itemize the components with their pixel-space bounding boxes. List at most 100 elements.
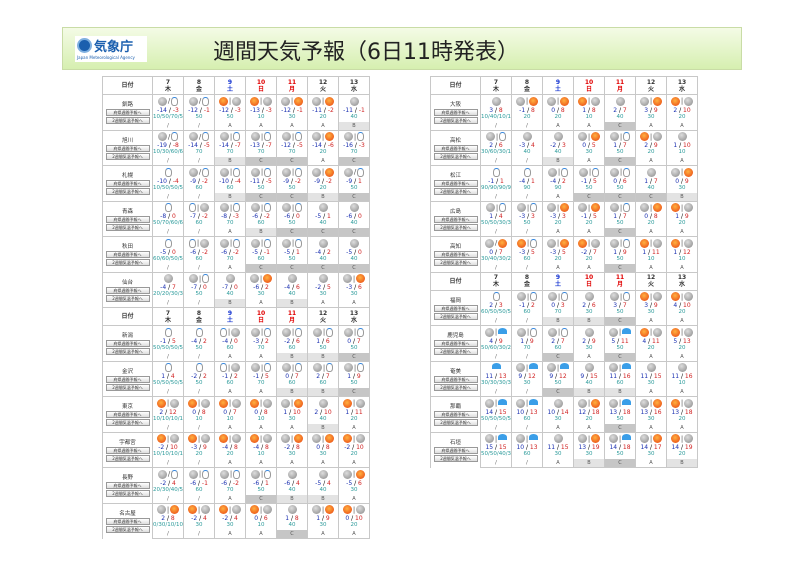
two-week-temp-forecast-button[interactable]: 2週間気温予報へ [433, 348, 478, 356]
min-temp: -2 [191, 373, 198, 381]
two-week-temp-forecast-button[interactable]: 2週間気温予報へ [105, 419, 150, 427]
two-week-temp-forecast-button[interactable]: 2週間気温予報へ [105, 152, 150, 160]
pref-weekly-forecast-button[interactable]: 府県週間予報へ [433, 340, 478, 348]
city-cell: 東京 府県週間予報へ 2週間気温予報へ [102, 396, 153, 432]
two-week-temp-forecast-button[interactable]: 2週間気温予報へ [105, 117, 150, 125]
two-week-temp-forecast-button[interactable]: 2週間気温予報へ [433, 223, 478, 231]
two-week-temp-forecast-button[interactable]: 2週間気温予報へ [433, 419, 478, 427]
forecast-cell: | 1 / 9 50 [338, 360, 370, 388]
snow-icon [295, 363, 303, 373]
weather-icons: | [247, 167, 276, 178]
temperature: -13 / -7 [250, 142, 272, 150]
precipitation-probability: 20 [647, 149, 655, 156]
pref-weekly-forecast-button[interactable]: 府県週間予報へ [105, 144, 150, 152]
two-week-temp-forecast-button[interactable]: 2週間気温予報へ [105, 526, 150, 533]
jma-logo[interactable]: 気象庁 Japan Meteorological Agency [75, 36, 147, 62]
reliability-grade: / [511, 192, 543, 202]
forecast-cell: | -13 / -7 70 [245, 129, 277, 157]
two-week-temp-forecast-button[interactable]: 2週間気温予報へ [433, 383, 478, 391]
reliability-grade: / [183, 423, 215, 433]
city-cell: 宇都宮 府県週間予報へ 2週間気温予報へ [102, 431, 153, 468]
temperature: 2 / 8 [161, 515, 175, 523]
two-week-temp-forecast-button[interactable]: 2週間気温予報へ [105, 454, 150, 462]
reliability-grade: B [276, 388, 308, 397]
pref-weekly-forecast-button[interactable]: 府県週間予報へ [433, 109, 478, 117]
snow-icon [164, 203, 172, 213]
reliability-grade: A [573, 121, 605, 131]
pref-weekly-forecast-button[interactable]: 府県週間予報へ [433, 251, 478, 259]
temperature: 1 / 11 [642, 248, 660, 256]
reliability-grade: C [245, 494, 277, 504]
max-temp: 0 [358, 248, 362, 256]
later-separator: | [557, 292, 561, 301]
pref-weekly-forecast-button[interactable]: 府県週間予報へ [105, 340, 150, 348]
temperature: -14 / -7 [219, 142, 241, 150]
later-separator: | [166, 505, 170, 514]
forecast-cell: 10 / 14 30 [542, 396, 574, 424]
forecast-cell: | 0 / 8 10 [183, 396, 215, 424]
forecast-cell: | -1 / 8 20 [511, 94, 543, 122]
snow-icon [499, 203, 507, 213]
pref-weekly-forecast-button[interactable]: 府県週間予報へ [105, 286, 150, 294]
pref-weekly-forecast-button[interactable]: 府県週間予報へ [433, 304, 478, 312]
pref-weekly-forecast-button[interactable]: 府県週間予報へ [105, 109, 150, 117]
temperature: -5 / 1 [284, 248, 300, 256]
two-week-temp-forecast-button[interactable]: 2週間気温予報へ [105, 259, 150, 267]
temperature: -6 / -2 [221, 248, 239, 256]
two-week-temp-forecast-button[interactable]: 2週間気温予報へ [105, 490, 150, 498]
two-week-temp-forecast-button[interactable]: 2週間気温予報へ [105, 383, 150, 391]
two-week-temp-forecast-button[interactable]: 2週間気温予報へ [105, 294, 150, 302]
two-week-temp-forecast-button[interactable]: 2週間気温予報へ [105, 223, 150, 231]
pref-weekly-forecast-button[interactable]: 府県週間予報へ [105, 411, 150, 419]
cloud-icon [515, 363, 525, 373]
pref-weekly-forecast-button[interactable]: 府県週間予報へ [433, 375, 478, 383]
city-row: 宇都宮 府県週間予報へ 2週間気温予報へ | -2 / 10 10/10/10/1… [102, 431, 370, 468]
reliability-grade: A [573, 352, 605, 362]
day-header: 13 水 [666, 76, 698, 95]
forecast-cell: | -6 / -2 70 [214, 467, 246, 495]
pref-weekly-forecast-button[interactable]: 府県週間予報へ [105, 482, 150, 490]
two-week-temp-forecast-button[interactable]: 2週間気温予報へ [433, 117, 478, 125]
pref-weekly-forecast-button[interactable]: 府県週間予報へ [105, 375, 150, 383]
max-temp: 2 [234, 373, 238, 381]
max-temp: 4 [531, 142, 535, 150]
pref-weekly-forecast-button[interactable]: 府県週間予報へ [105, 215, 150, 223]
temperature: -3 / 3 [550, 213, 566, 221]
pref-weekly-forecast-button[interactable]: 府県週間予報へ [105, 446, 150, 454]
max-temp: 7 [653, 177, 658, 185]
later-separator: | [291, 328, 295, 337]
precipitation-probability: 60 [319, 380, 327, 387]
pref-weekly-forecast-button[interactable]: 府県週間予報へ [433, 180, 478, 188]
two-week-temp-forecast-button[interactable]: 2週間気温予報へ [433, 188, 478, 196]
pref-weekly-forecast-button[interactable]: 府県週間予報へ [433, 215, 478, 223]
forecast-cell: | -9 / -2 20 [307, 165, 339, 193]
pref-weekly-forecast-button[interactable]: 府県週間予報へ [433, 447, 478, 454]
min-temp: -12 [281, 142, 291, 150]
two-week-temp-forecast-button[interactable]: 2週間気温予報へ [105, 348, 150, 356]
weather-icons: | [575, 167, 604, 178]
weather-icons [668, 131, 697, 142]
two-week-temp-forecast-button[interactable]: 2週間気温予報へ [105, 188, 150, 196]
min-temp: -4 [191, 337, 198, 345]
pref-weekly-forecast-button[interactable]: 府県週間予報へ [433, 144, 478, 152]
cloud-icon [577, 203, 587, 213]
reliability-grade: A [245, 121, 277, 131]
pref-weekly-forecast-button[interactable]: 府県週間予報へ [105, 180, 150, 188]
max-temp: 18 [684, 408, 693, 416]
two-week-temp-forecast-button[interactable]: 2週間気温予報へ [433, 152, 478, 160]
pref-weekly-forecast-button[interactable]: 府県週間予報へ [433, 411, 478, 419]
weather-icons [637, 167, 666, 178]
precipitation-probability: 40 [523, 149, 531, 156]
pref-weekly-forecast-button[interactable]: 府県週間予報へ [105, 518, 150, 525]
day-weekday: 火 [319, 85, 326, 93]
sun-icon [249, 434, 259, 444]
pref-weekly-forecast-button[interactable]: 府県週間予報へ [105, 251, 150, 259]
two-week-temp-forecast-button[interactable]: 2週間気温予報へ [433, 455, 478, 462]
forecast-cell: 11 / 15 30 [542, 431, 574, 459]
cloud-icon [577, 398, 587, 408]
two-week-temp-forecast-button[interactable]: 2週間気温予報へ [433, 312, 478, 320]
two-week-temp-forecast-button[interactable]: 2週間気温予報へ [433, 259, 478, 267]
temperature: 3 / 9 [644, 302, 658, 310]
weather-icons: | [309, 433, 338, 444]
weather-icons: | [216, 504, 245, 515]
